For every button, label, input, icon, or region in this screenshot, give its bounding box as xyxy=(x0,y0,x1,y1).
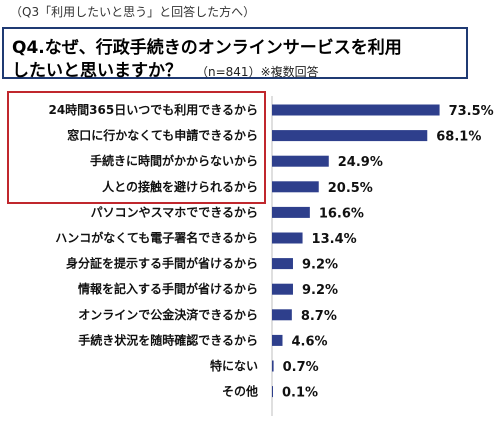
value-label: 4.6% xyxy=(291,334,327,349)
value-label: 68.1% xyxy=(436,130,481,145)
bar xyxy=(272,386,273,398)
category-label: 情報を記入する手間が省けるから xyxy=(78,281,258,296)
bar xyxy=(272,181,319,193)
bar xyxy=(272,155,329,167)
value-label: 24.9% xyxy=(338,155,383,170)
value-label: 9.2% xyxy=(302,258,338,273)
category-label: 人との接触を避けられるから xyxy=(102,179,258,194)
value-label: 0.7% xyxy=(283,360,319,375)
category-label: 手続きに時間がかからないから xyxy=(90,153,258,168)
category-label: 24時間365日いつでも利用できるから xyxy=(48,102,258,117)
bar xyxy=(272,206,310,218)
value-label: 0.1% xyxy=(282,386,318,401)
value-label: 16.6% xyxy=(319,206,364,221)
category-label: パソコンやスマホでできるから xyxy=(91,205,258,219)
category-label: 特にない xyxy=(210,358,258,373)
value-label: 13.4% xyxy=(312,232,357,247)
value-label: 9.2% xyxy=(302,283,338,298)
respondent-note: （Q3「利用したいと思う」と回答した方へ） xyxy=(10,5,256,19)
value-label: 73.5% xyxy=(449,104,494,119)
category-label: ハンコがなくても電子署名できるから xyxy=(55,230,258,245)
question-title-line2: したいと思いますか？ （n=841）※複数回答 xyxy=(12,56,319,81)
highlight-frame xyxy=(7,91,266,204)
bar xyxy=(272,334,283,346)
bar xyxy=(272,283,293,295)
bar xyxy=(272,104,440,116)
bar xyxy=(272,232,303,244)
question-box: Q4.なぜ、行政手続きのオンラインサービスを利用 したいと思いますか？ （n=84… xyxy=(2,27,468,81)
question-title-line1: Q4.なぜ、行政手続きのオンラインサービスを利用 xyxy=(12,38,402,58)
category-label: 身分証を提示する手間が省けるから xyxy=(66,256,258,271)
category-label: その他 xyxy=(222,384,258,399)
category-label: オンラインで公金決済できるから xyxy=(78,307,258,322)
question-title-line2-text: したいと思いますか？ xyxy=(12,61,182,81)
bar xyxy=(272,309,292,321)
bar xyxy=(272,130,428,142)
category-label: 手続き状況を随時確認できるから xyxy=(78,332,258,347)
bar xyxy=(272,258,293,270)
bar xyxy=(272,360,274,372)
sample-size-note: （n=841）※複数回答 xyxy=(196,65,319,79)
value-label: 8.7% xyxy=(301,309,337,324)
category-label: 窓口に行かなくても申請できるから xyxy=(67,128,258,143)
value-label: 20.5% xyxy=(328,181,373,196)
